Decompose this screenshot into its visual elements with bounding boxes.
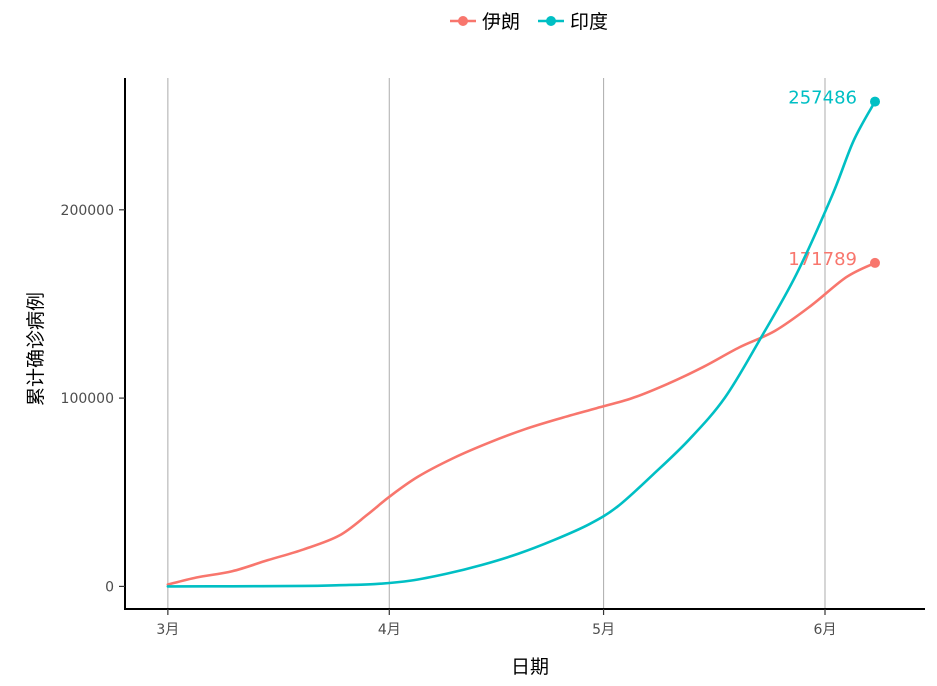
x-tick-label: 6月 bbox=[814, 622, 837, 638]
y-tick-label: 100000 bbox=[61, 391, 114, 407]
series-iran: 171789 bbox=[166, 249, 880, 586]
x-tick-label: 3月 bbox=[156, 622, 179, 638]
legend-item-iran: 伊朗 bbox=[450, 11, 520, 33]
end-point bbox=[870, 96, 880, 107]
legend-label: 伊朗 bbox=[482, 11, 520, 33]
y-tick-label: 200000 bbox=[61, 203, 114, 219]
series-line bbox=[166, 261, 877, 586]
y-tick-label: 0 bbox=[105, 579, 114, 595]
end-value-label: 171789 bbox=[788, 249, 857, 270]
legend-label: 印度 bbox=[570, 11, 608, 33]
x-tick-label: 5月 bbox=[592, 622, 615, 638]
series-india: 257486 bbox=[166, 88, 880, 588]
x-tick-label: 4月 bbox=[378, 622, 401, 638]
y-axis-title: 累计确诊病例 bbox=[25, 292, 47, 406]
legend-item-india: 印度 bbox=[538, 11, 608, 33]
end-value-label: 257486 bbox=[788, 88, 857, 109]
series-line bbox=[166, 100, 877, 588]
legend: 伊朗 印度 bbox=[450, 11, 608, 33]
axes: 3月 4月 5月 6月 0 100000 200000 bbox=[61, 78, 925, 638]
end-point bbox=[870, 257, 880, 268]
series-layer: 171789 257486 bbox=[166, 88, 880, 588]
grid-lines bbox=[167, 78, 826, 609]
axis-labels: 日期 累计确诊病例 bbox=[25, 292, 549, 678]
legend-key-point bbox=[458, 16, 468, 26]
legend-key-point bbox=[546, 16, 556, 26]
x-axis-title: 日期 bbox=[511, 656, 549, 678]
